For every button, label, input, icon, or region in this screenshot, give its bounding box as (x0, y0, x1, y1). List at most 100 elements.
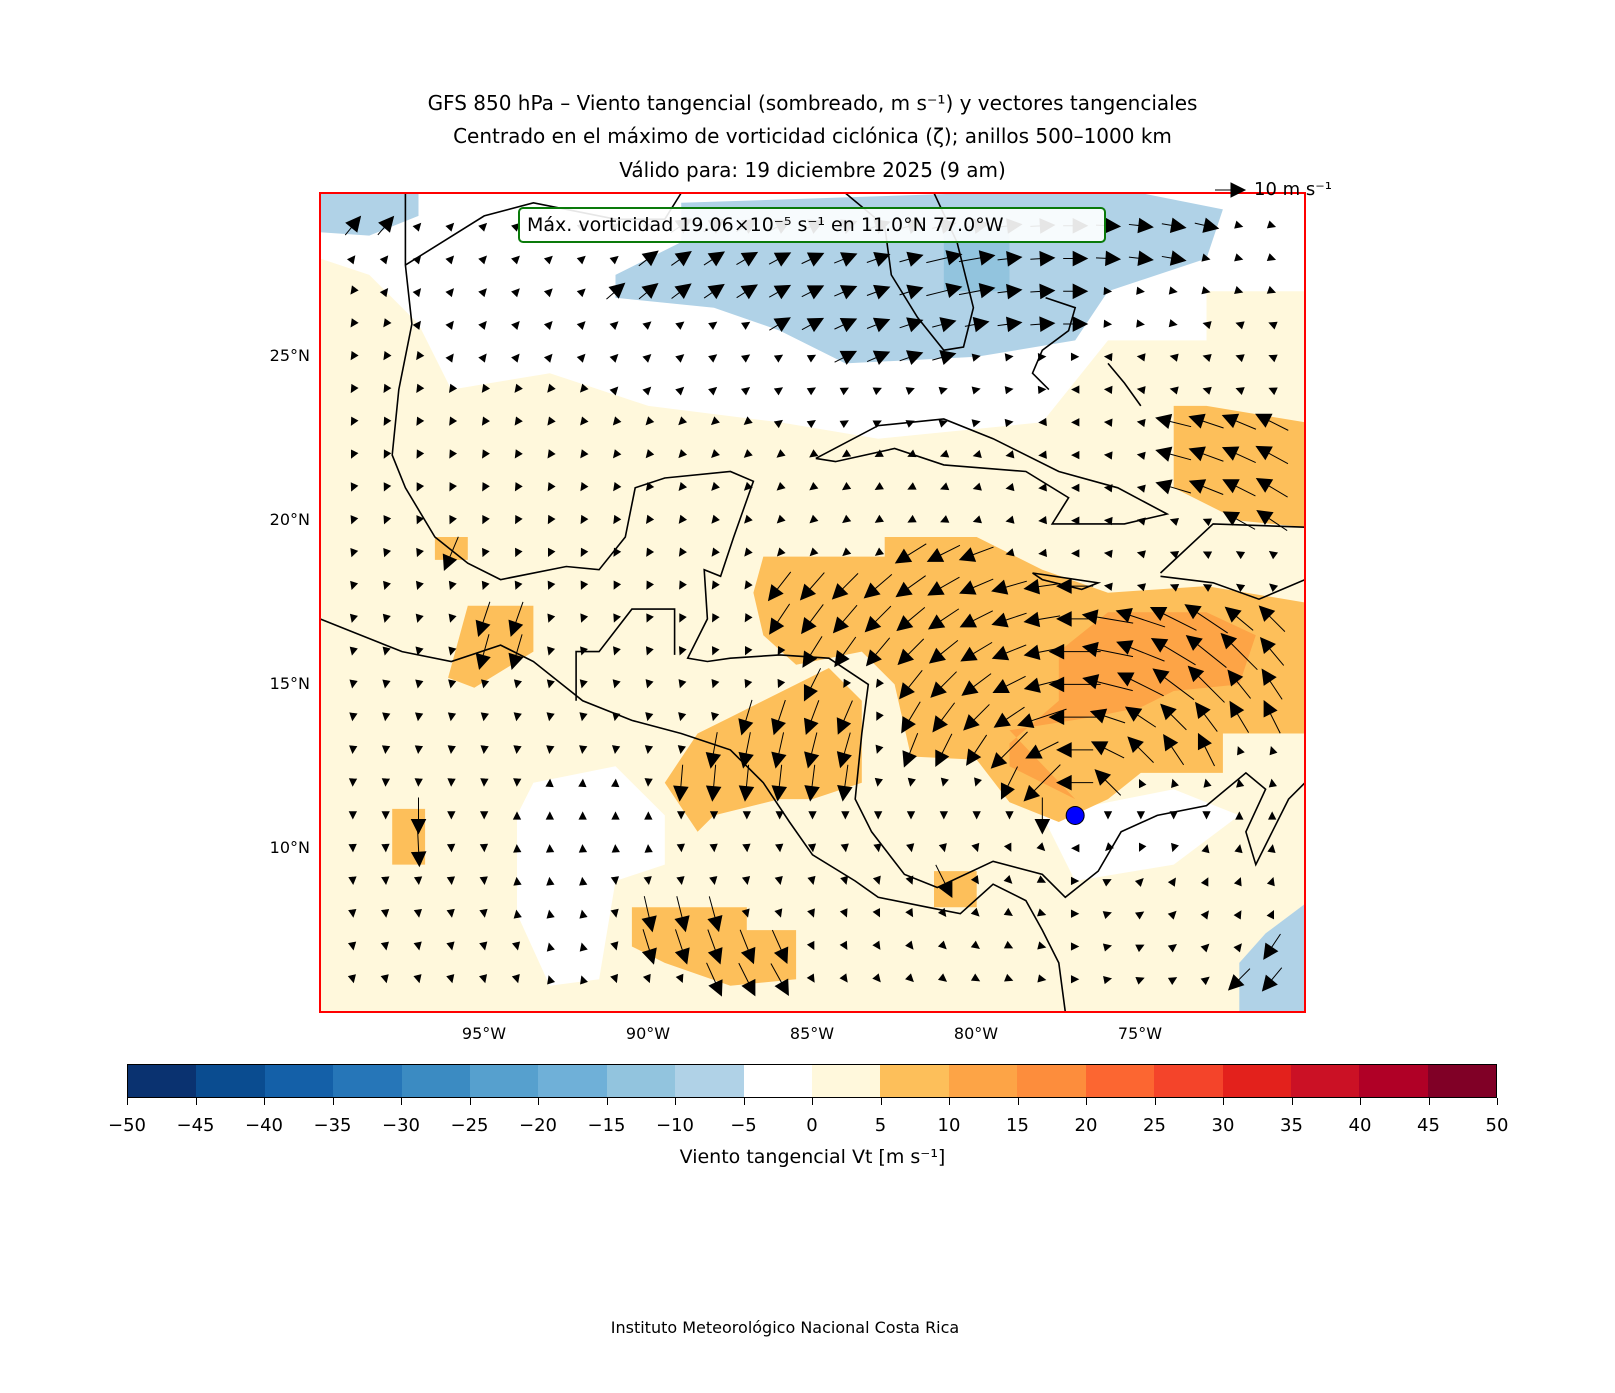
wind-vector (776, 481, 786, 491)
wind-vector (1071, 844, 1080, 853)
wind-vector (513, 909, 522, 919)
wind-vector (350, 351, 359, 361)
wind-vector (1103, 286, 1113, 296)
wind-vector (645, 416, 655, 426)
wind-vector (579, 679, 588, 689)
wind-vector (348, 811, 357, 820)
coastline (391, 193, 1305, 899)
wind-vector (1038, 417, 1047, 427)
wind-vector (416, 482, 425, 492)
wind-vector (801, 604, 824, 635)
wind-vector (482, 547, 490, 558)
wind-vector (1188, 446, 1224, 462)
wind-vector (1255, 413, 1289, 431)
wind-vector (1071, 483, 1080, 492)
wind-vector (414, 778, 423, 787)
wind-vector (901, 701, 921, 734)
colorbar-tick-label: −10 (656, 1115, 694, 1136)
wind-vector (348, 908, 357, 918)
wind-vector (580, 416, 589, 426)
wind-vector (644, 745, 654, 754)
wind-vector (801, 252, 825, 267)
wind-vector (349, 613, 358, 623)
wind-vector (834, 636, 857, 668)
wind-vector (711, 580, 720, 590)
wind-vector (1034, 797, 1051, 835)
wind-vector (1202, 811, 1211, 820)
wind-vector (1070, 352, 1080, 361)
wind-vector (1201, 253, 1211, 262)
wind-vector (379, 255, 389, 265)
wind-vector (1187, 665, 1225, 703)
wind-vector (836, 732, 852, 769)
wind-vector (380, 974, 389, 984)
wind-vector (771, 929, 789, 964)
wind-vector (966, 734, 988, 766)
coastline (1032, 572, 1102, 591)
colorbar-tick-label: −35 (313, 1115, 352, 1136)
wind-vector (1048, 643, 1101, 660)
wind-vector (939, 811, 948, 820)
wind-vector (676, 843, 685, 853)
wind-vector (1167, 877, 1176, 887)
wind-vector (864, 605, 892, 633)
wind-vector (646, 580, 654, 590)
wind-vector (350, 515, 359, 525)
wind-vector (773, 419, 783, 429)
wind-vector (478, 353, 487, 363)
wind-vector (709, 811, 719, 820)
wind-vector (842, 514, 852, 524)
wind-vector (1063, 250, 1089, 267)
wind-vector (383, 350, 392, 361)
wind-vector (1168, 319, 1178, 328)
wind-vector (1255, 478, 1288, 498)
wind-vector (1167, 910, 1177, 920)
wind-vector (992, 675, 1026, 693)
wind-vector (707, 896, 723, 933)
wind-vector (1070, 975, 1080, 984)
wind-vector (927, 576, 960, 596)
wind-vector (1081, 641, 1134, 658)
wind-vector (1056, 578, 1094, 594)
wind-vector (645, 646, 654, 656)
lat-tick-label: 15°N (269, 674, 310, 693)
wind-vector (478, 288, 487, 298)
wind-vector (1070, 942, 1080, 951)
wind-vector (645, 449, 655, 459)
wind-vector (479, 843, 489, 853)
wind-vector (1201, 844, 1210, 854)
wind-vector (381, 876, 390, 886)
wind-vector (347, 974, 356, 984)
colorbar-bin (948, 1065, 1018, 1097)
wind-vector (1171, 842, 1179, 853)
colorbar-tick (1428, 1098, 1430, 1105)
wind-vector (709, 843, 718, 853)
wind-vector (1135, 944, 1145, 953)
wind-vector (970, 875, 979, 885)
title-line-3: Válido para: 19 diciembre 2025 (9 am) (619, 158, 1006, 182)
wind-vector (1259, 636, 1285, 666)
wind-vector (1235, 321, 1245, 330)
wind-vector (642, 386, 652, 396)
wind-vector (1200, 910, 1209, 920)
wind-vector (742, 811, 751, 820)
wind-vector (1023, 644, 1061, 660)
wind-vector (511, 320, 520, 330)
wind-vector (410, 830, 427, 868)
wind-vector (380, 941, 389, 951)
wind-vector (1036, 842, 1046, 852)
wind-vector (927, 608, 960, 630)
wind-vector (580, 580, 589, 590)
title-line-2: Centrado en el máximo de vorticidad cicl… (453, 124, 1172, 148)
wind-vector (642, 973, 651, 984)
wind-vector (415, 646, 424, 656)
wind-vector (349, 646, 358, 656)
wind-vector (1103, 418, 1113, 427)
wind-vector (580, 975, 588, 985)
wind-vector (446, 941, 455, 951)
wind-vector (1005, 811, 1014, 820)
wind-vector (1038, 548, 1048, 557)
wind-vector (706, 962, 723, 997)
wind-vector (578, 778, 587, 788)
wind-vector (646, 613, 654, 623)
